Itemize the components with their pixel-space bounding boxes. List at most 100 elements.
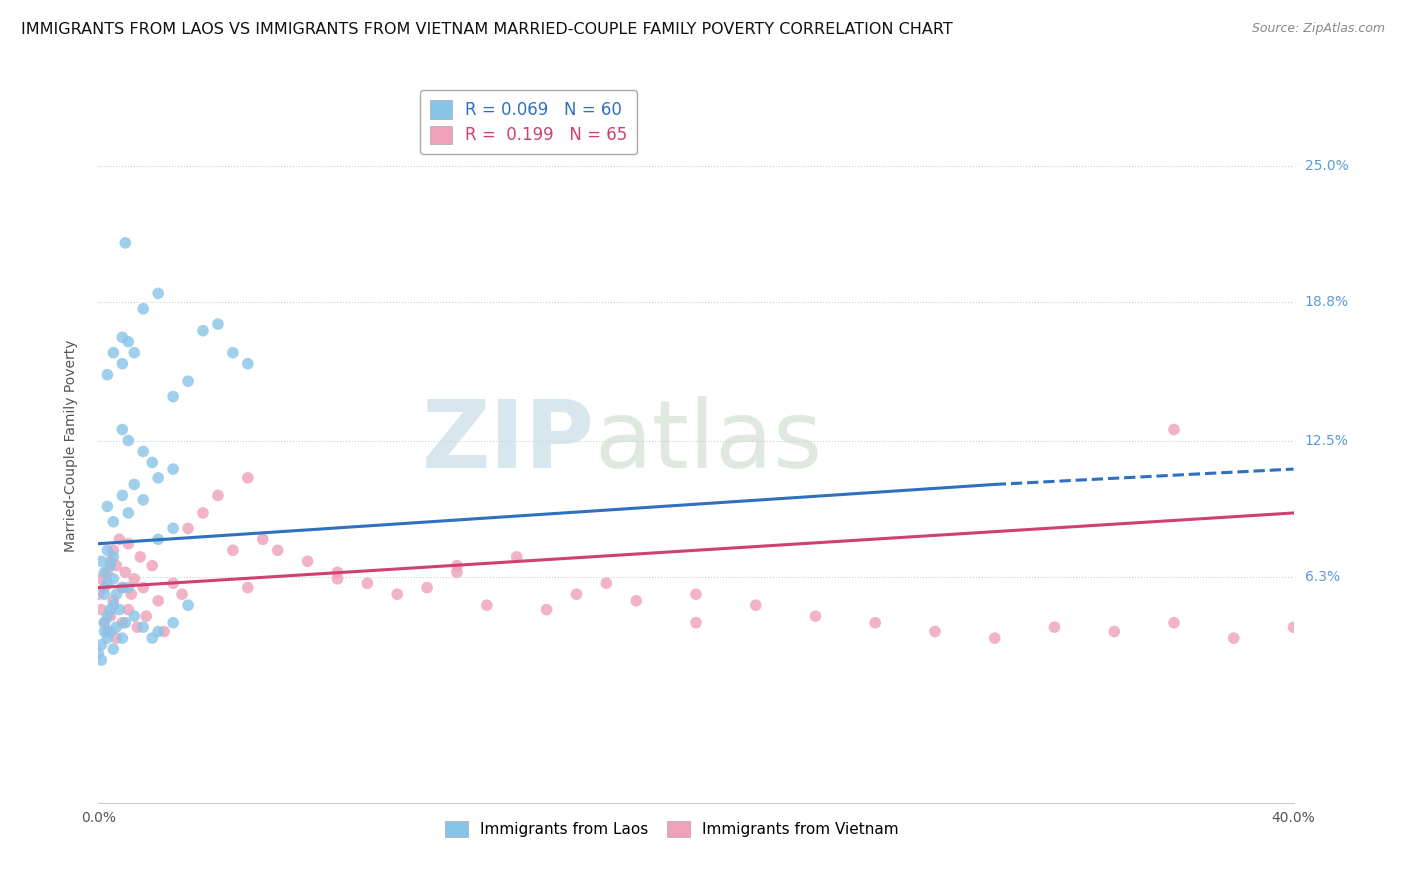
Point [127,620,149,634]
Point [685,615,707,630]
Point [96,576,118,591]
Point [177,521,200,535]
Point [124,477,146,491]
Y-axis label: Married-Couple Family Poverty: Married-Couple Family Poverty [63,340,77,552]
Point [536,602,558,616]
Text: 12.5%: 12.5% [1305,434,1348,448]
Point [103,345,125,359]
Point [98,558,122,573]
Point [326,572,349,586]
Point [177,598,200,612]
Point [103,594,125,608]
Point [103,572,125,586]
Point [96,609,118,624]
Point [446,566,468,580]
Point [141,455,163,469]
Point [103,642,125,657]
Point [103,549,125,564]
Point [1163,615,1185,630]
Point [111,357,134,371]
Point [141,631,163,645]
Point [745,598,768,612]
Point [132,301,155,316]
Point [1223,631,1246,645]
Text: 18.8%: 18.8% [1305,295,1348,310]
Point [111,423,134,437]
Point [385,587,409,601]
Point [148,624,170,639]
Text: IMMIGRANTS FROM LAOS VS IMMIGRANTS FROM VIETNAM MARRIED-COUPLE FAMILY POVERTY CO: IMMIGRANTS FROM LAOS VS IMMIGRANTS FROM … [21,22,953,37]
Point [356,576,378,591]
Text: 25.0%: 25.0% [1305,159,1348,173]
Point [90,554,112,568]
Point [132,620,155,634]
Point [90,572,112,586]
Point [685,587,707,601]
Point [108,533,131,547]
Point [96,543,118,558]
Point [595,576,617,591]
Point [90,653,112,667]
Point [236,581,259,595]
Legend: Immigrants from Laos, Immigrants from Vietnam: Immigrants from Laos, Immigrants from Vi… [437,814,907,845]
Point [111,615,134,630]
Point [506,549,529,564]
Point [124,609,146,624]
Point [162,576,184,591]
Point [148,594,170,608]
Point [120,587,142,601]
Point [93,566,115,580]
Point [103,515,125,529]
Point [148,533,170,547]
Point [93,615,115,630]
Point [93,615,115,630]
Point [148,471,170,485]
Point [222,543,245,558]
Point [114,235,136,250]
Point [117,334,139,349]
Point [124,572,146,586]
Point [114,615,136,630]
Point [132,492,155,507]
Text: ZIP: ZIP [422,396,595,489]
Point [90,638,112,652]
Point [804,609,827,624]
Point [105,620,128,634]
Point [267,543,290,558]
Point [105,558,128,573]
Point [177,374,200,388]
Point [117,434,139,448]
Point [207,488,229,502]
Point [117,581,139,595]
Point [111,581,134,595]
Point [98,624,122,639]
Point [132,444,155,458]
Point [96,631,118,645]
Point [93,624,115,639]
Text: atlas: atlas [595,396,823,489]
Point [297,554,319,568]
Point [96,368,118,382]
Point [96,500,118,514]
Point [565,587,588,601]
Text: 6.3%: 6.3% [1305,570,1340,583]
Point [108,602,131,616]
Point [626,594,648,608]
Point [105,631,128,645]
Point [111,581,134,595]
Point [135,609,157,624]
Point [103,543,125,558]
Point [1043,620,1066,634]
Point [162,390,184,404]
Point [141,558,163,573]
Point [191,324,214,338]
Point [90,602,112,616]
Point [96,566,118,580]
Point [93,581,115,595]
Point [865,615,887,630]
Point [98,609,122,624]
Point [111,488,134,502]
Point [252,533,274,547]
Point [105,587,128,601]
Point [1104,624,1126,639]
